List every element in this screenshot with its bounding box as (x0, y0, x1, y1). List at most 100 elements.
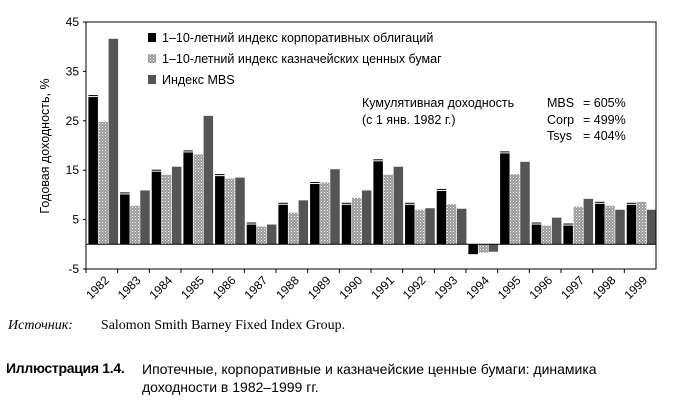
bar-corporate-1989 (310, 184, 320, 245)
bar-corporate-1994 (468, 244, 478, 255)
cumulative-tsys-label: Tsys (547, 129, 572, 143)
bar-corporate-1996 (531, 224, 542, 245)
y-tick-label: 5 (72, 213, 79, 227)
x-tick-label-1987: 1987 (242, 273, 271, 302)
x-tick-label-1993: 1993 (432, 273, 461, 302)
bar-treasury-1989 (320, 182, 330, 245)
bar-treasury-1983 (130, 205, 140, 245)
bar-mbs-1999 (646, 209, 657, 245)
caption-label: Иллюстрация 1.4. (6, 360, 125, 376)
bar-mbs-1994 (488, 244, 499, 252)
x-tick-label-1991: 1991 (368, 273, 397, 302)
bar-corporate-1995 (500, 153, 510, 245)
cumulative-mbs-label: MBS (547, 96, 574, 110)
legend-label-mbs: Индекс MBS (162, 73, 235, 87)
cumulative-return-note: Кумулятивная доходность (с 1 янв. 1982 г… (362, 96, 626, 143)
bar-corporate-1999 (626, 204, 637, 245)
returns-chart: -5 5 15 25 35 45 1982 1983 1984 1985 1986 1987 1988… (38, 15, 657, 302)
bar-treasury-1992 (415, 209, 425, 245)
figure-caption: Иллюстрация 1.4. Ипотечные, корпоративны… (6, 360, 674, 396)
x-tick-label-1995: 1995 (495, 273, 524, 302)
x-tick-label-1988: 1988 (273, 273, 302, 302)
bar-treasury-1997 (573, 206, 583, 245)
x-tick-label-1996: 1996 (527, 273, 556, 302)
caption-text: Ипотечные, корпоративные и казначейские … (142, 361, 597, 395)
legend-swatch-mbs (148, 75, 156, 84)
bar-treasury-1985 (193, 154, 203, 245)
bar-mbs-1983 (140, 190, 150, 245)
bar-mbs-1982 (108, 38, 119, 245)
bar-mbs-1988 (298, 200, 309, 245)
bar-treasury-1986 (225, 178, 235, 245)
bar-treasury-1994 (478, 244, 488, 253)
bar-corporate-1986 (215, 176, 225, 245)
x-tick-label-1992: 1992 (400, 273, 429, 302)
x-tick-label-1990: 1990 (337, 273, 366, 302)
x-tick-label-1997: 1997 (558, 273, 587, 302)
bar-corporate-1984 (151, 171, 162, 245)
cumulative-mbs-value: = 605% (583, 96, 626, 110)
source-note: Источник: Salomon Smith Barney Fixed Inde… (8, 318, 345, 334)
bar-treasury-1993 (446, 204, 457, 245)
x-tick-label-1999: 1999 (622, 273, 651, 302)
legend-swatch-treasury (148, 54, 156, 63)
bar-mbs-1993 (456, 208, 467, 245)
bar-mbs-1985 (203, 115, 214, 245)
cumulative-tsys-value: = 404% (583, 129, 626, 143)
bar-mbs-1995 (520, 161, 530, 245)
bar-corporate-1983 (120, 194, 130, 245)
bar-treasury-1987 (256, 226, 267, 245)
y-tick-label: 25 (66, 114, 80, 128)
bar-treasury-1991 (383, 174, 393, 245)
y-tick-label: 15 (66, 163, 80, 177)
cumulative-title: Кумулятивная доходность (362, 96, 514, 110)
bar-treasury-1984 (161, 174, 172, 245)
source-value: Salomon Smith Barney Fixed Index Group. (100, 318, 346, 333)
bar-mbs-1992 (425, 208, 435, 245)
bar-mbs-1984 (171, 166, 182, 245)
plot-frame (85, 21, 657, 270)
x-tick-label-1984: 1984 (147, 273, 176, 302)
bar-mbs-1991 (393, 166, 404, 245)
legend-swatch-corporate (148, 33, 156, 42)
bar-mbs-1990 (361, 190, 372, 245)
bar-mbs-1987 (266, 224, 277, 245)
bar-corporate-1997 (563, 225, 573, 245)
bar-mbs-1989 (330, 169, 340, 245)
y-tick-label: 35 (66, 64, 80, 78)
bar-corporate-1991 (373, 161, 383, 245)
bar-corporate-1985 (183, 152, 193, 245)
legend-label-corporate: 1–10-летний индекс корпоративных облигац… (162, 31, 433, 45)
bar-mbs-1996 (551, 217, 562, 245)
x-tick-label-1994: 1994 (463, 273, 492, 302)
bar-corporate-1988 (278, 204, 288, 245)
cumulative-subtitle: (с 1 янв. 1982 г.) (362, 113, 456, 127)
bar-corporate-1987 (246, 224, 257, 245)
x-tick-label-1982: 1982 (83, 273, 112, 302)
bar-mbs-1998 (615, 209, 625, 245)
legend-label-treasury: 1–10-летний индекс казначейских ценных б… (162, 52, 442, 66)
bar-corporate-1992 (405, 204, 415, 245)
bar-mbs-1997 (583, 198, 594, 245)
y-axis-label: Годовая доходность, % (38, 78, 52, 213)
bar-treasury-1990 (351, 197, 362, 245)
bar-treasury-1996 (541, 225, 552, 245)
bar-corporate-1998 (595, 203, 605, 245)
source-label: Источник: (8, 318, 73, 333)
x-tick-label-1989: 1989 (305, 273, 334, 302)
bar-treasury-1999 (636, 201, 647, 245)
y-tick-label: -5 (68, 262, 79, 276)
bar-corporate-1990 (341, 204, 352, 245)
bar-treasury-1995 (510, 174, 520, 245)
cumulative-corp-value: = 499% (583, 113, 626, 127)
x-tick-label-1983: 1983 (115, 273, 144, 302)
cumulative-corp-label: Corp (547, 113, 574, 127)
bar-corporate-1982 (88, 97, 98, 245)
bar-treasury-1982 (98, 121, 108, 245)
y-tick-label: 45 (66, 15, 80, 29)
bar-treasury-1998 (605, 205, 615, 245)
bar-treasury-1988 (288, 212, 298, 245)
x-tick-label-1998: 1998 (590, 273, 619, 302)
bar-mbs-1986 (235, 177, 245, 245)
legend: 1–10-летний индекс корпоративных облигац… (148, 31, 442, 87)
